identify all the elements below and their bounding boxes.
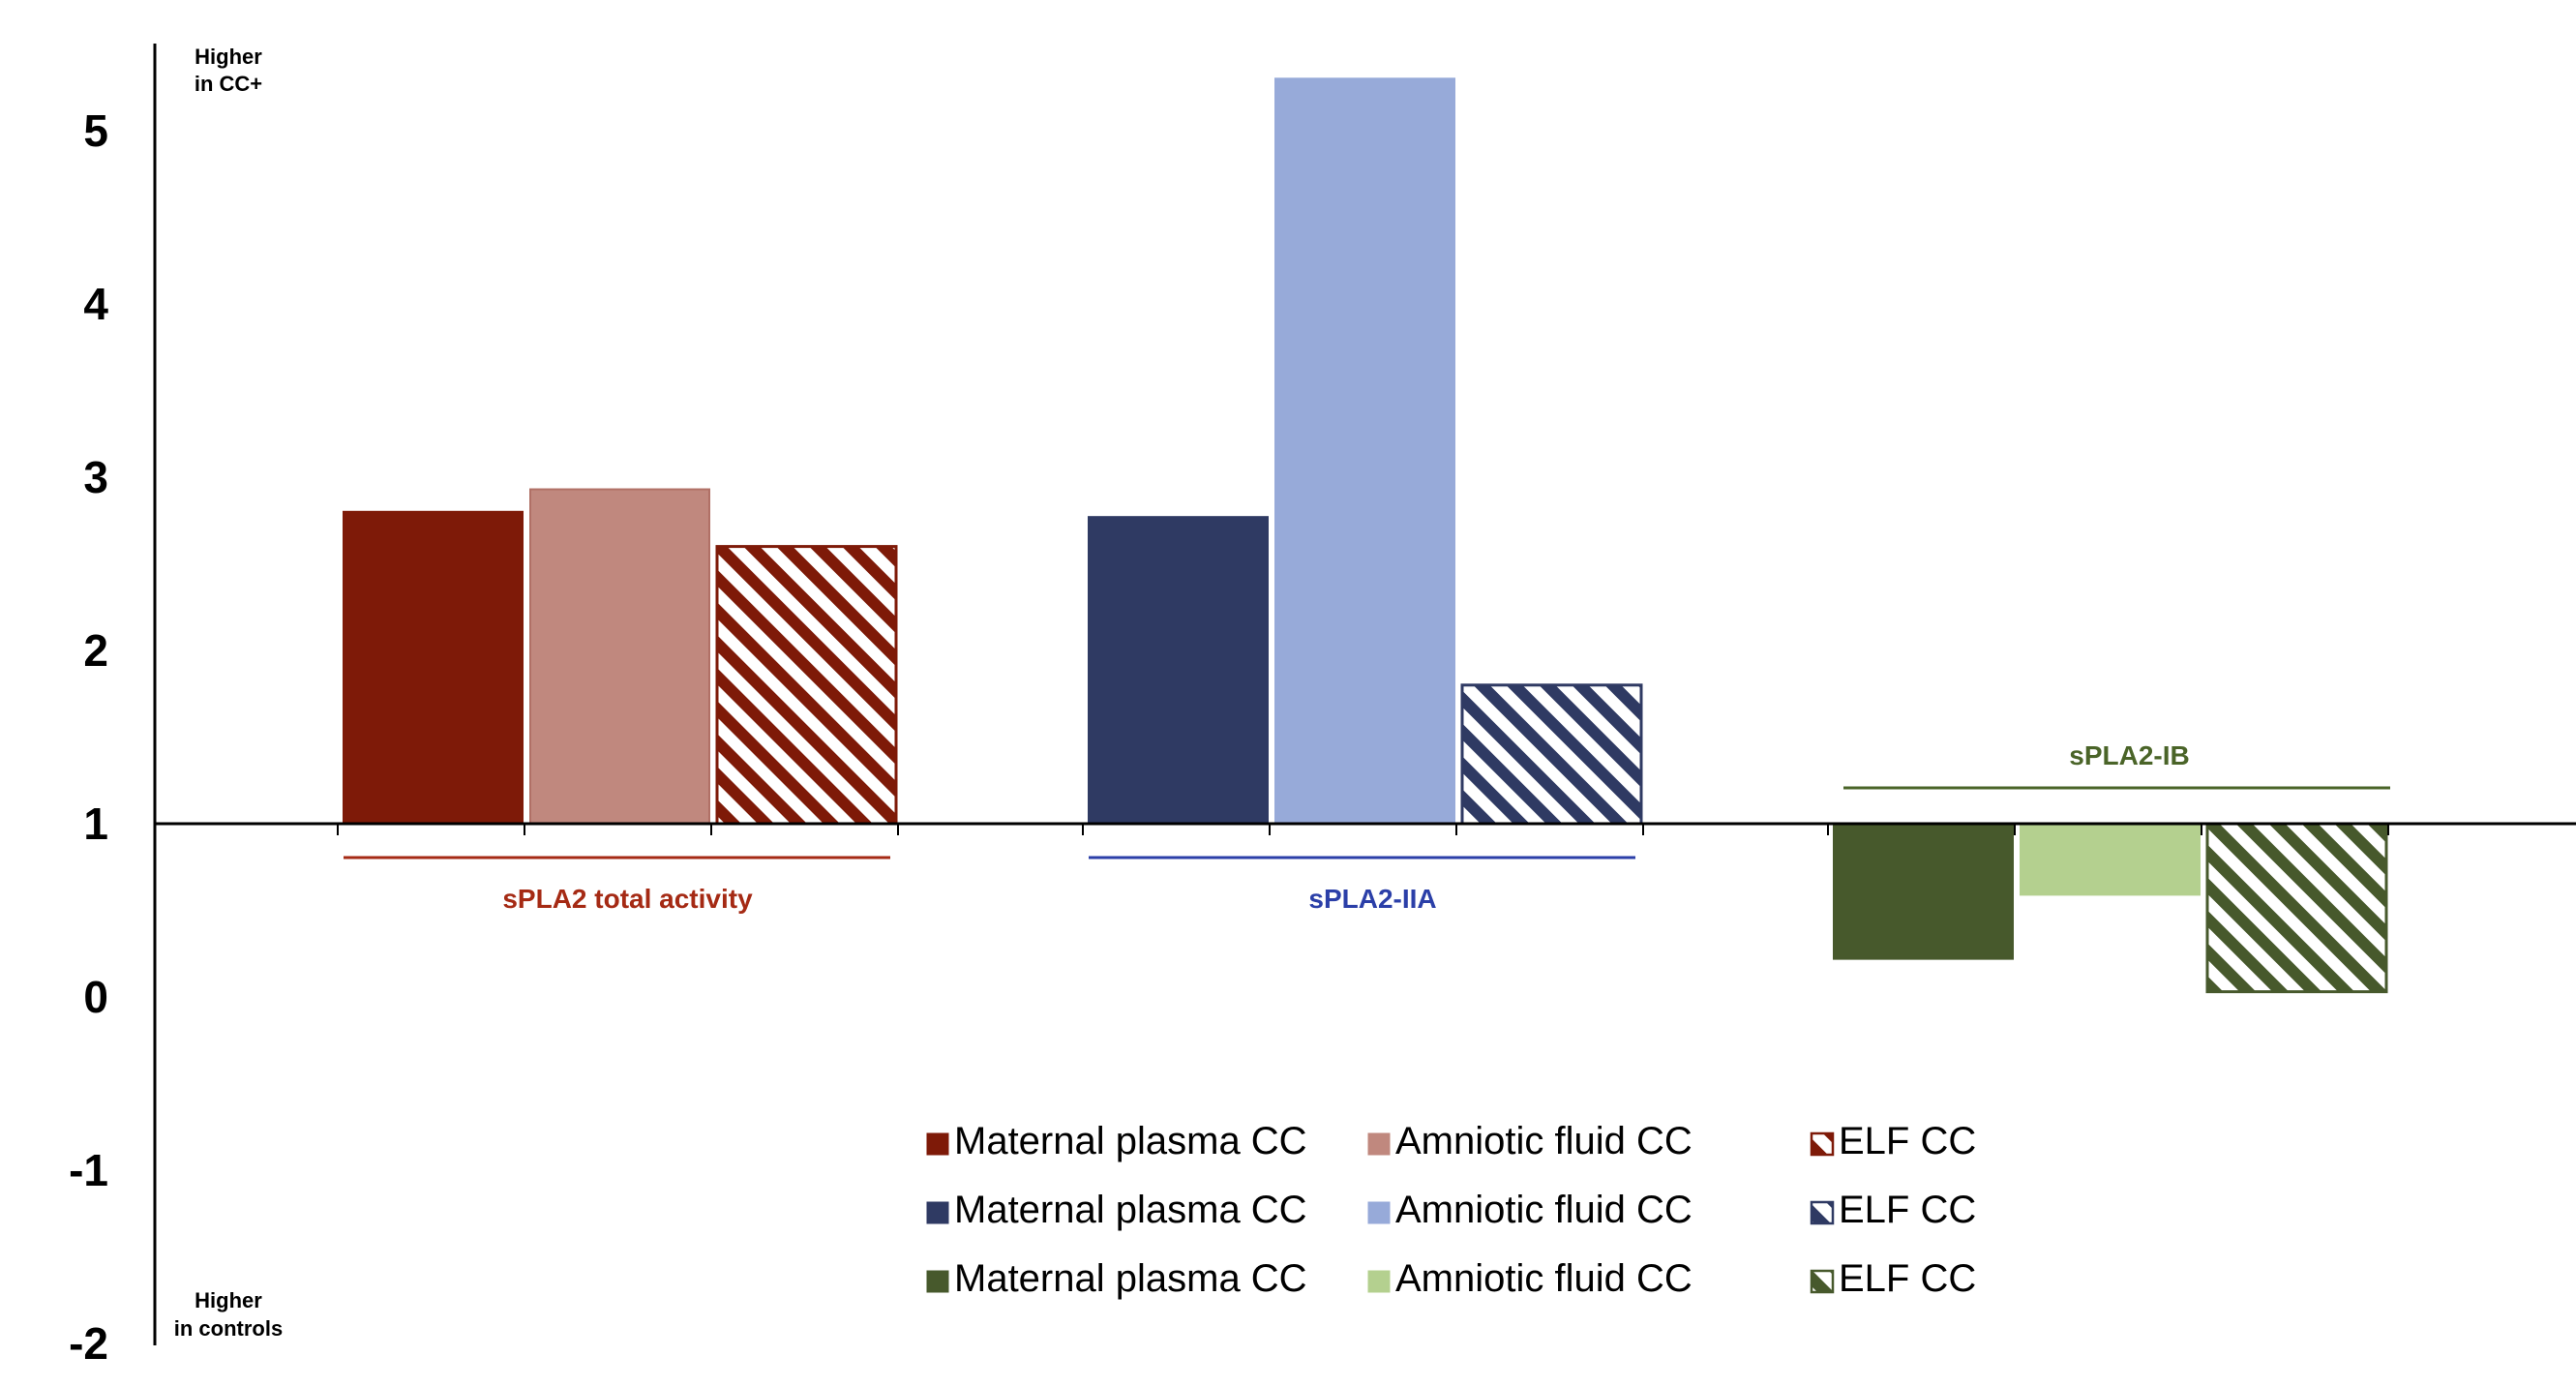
bar-spla2-ib-amniotic-fluid-cc <box>2020 823 2201 896</box>
legend-swatch <box>926 1270 949 1293</box>
note-higher-cc: Higher <box>195 45 262 69</box>
legend-swatch <box>1810 1269 1835 1294</box>
legend-swatch <box>1367 1270 1391 1293</box>
bar-spla2-ib-maternal-plasma-cc <box>1833 823 2014 960</box>
legend-swatch <box>926 1201 949 1224</box>
legend: Maternal plasma CC Amniotic fluid CC ELF C… <box>926 1120 1976 1300</box>
legend-swatch <box>1810 1131 1835 1157</box>
group-label: sPLA2-IIA <box>1308 884 1436 914</box>
bar-spla2-total-activity-elf-cc <box>715 545 898 826</box>
legend-label: Maternal plasma CC <box>954 1257 1307 1300</box>
legend-label: Amniotic fluid CC <box>1395 1120 1692 1162</box>
bar-spla2-total-activity-maternal-plasma-cc <box>343 510 524 825</box>
legend-label: Amniotic fluid CC <box>1395 1189 1692 1231</box>
bar-spla2-iia-maternal-plasma-cc <box>1088 516 1269 825</box>
y-tick-label: 4 <box>83 279 108 329</box>
y-tick-label: -2 <box>69 1318 108 1369</box>
legend-label: ELF CC <box>1839 1120 1976 1162</box>
bar-spla2-total-activity-amniotic-fluid-cc <box>529 488 710 825</box>
legend-label: ELF CC <box>1839 1189 1976 1231</box>
legend-label: Maternal plasma CC <box>954 1120 1307 1162</box>
note-higher-controls: in controls <box>174 1316 283 1341</box>
legend-swatch <box>926 1132 949 1156</box>
legend-label: Maternal plasma CC <box>954 1189 1307 1231</box>
bar-spla2-ib-elf-cc <box>2205 822 2388 994</box>
bar-spla2-iia-elf-cc <box>1460 683 1643 826</box>
bar-spla2-iia-amniotic-fluid-cc <box>1274 77 1455 826</box>
legend-swatch <box>1367 1201 1391 1224</box>
group-label: sPLA2 total activity <box>502 884 753 914</box>
group-label: sPLA2-IB <box>2069 740 2189 770</box>
labels-layer: Higher in CC+ Higher in controls sPLA2 total… <box>174 45 2390 1341</box>
legend-swatch <box>1367 1132 1391 1156</box>
axes-layer: 5 4 3 2 1 0 -1 -2 <box>69 44 2576 1369</box>
y-tick-label: -1 <box>69 1145 108 1195</box>
y-tick-label: 3 <box>83 452 108 502</box>
note-higher-cc: in CC+ <box>195 72 262 96</box>
y-tick-label: 2 <box>83 625 108 676</box>
y-tick-label: 0 <box>83 972 108 1022</box>
legend-label: Amniotic fluid CC <box>1395 1257 1692 1300</box>
legend-label: ELF CC <box>1839 1257 1976 1300</box>
legend-swatch <box>1810 1200 1835 1225</box>
y-tick-label: 1 <box>83 799 108 849</box>
y-tick-label: 5 <box>83 106 108 156</box>
note-higher-controls: Higher <box>195 1288 262 1312</box>
bars-layer <box>343 77 2388 994</box>
